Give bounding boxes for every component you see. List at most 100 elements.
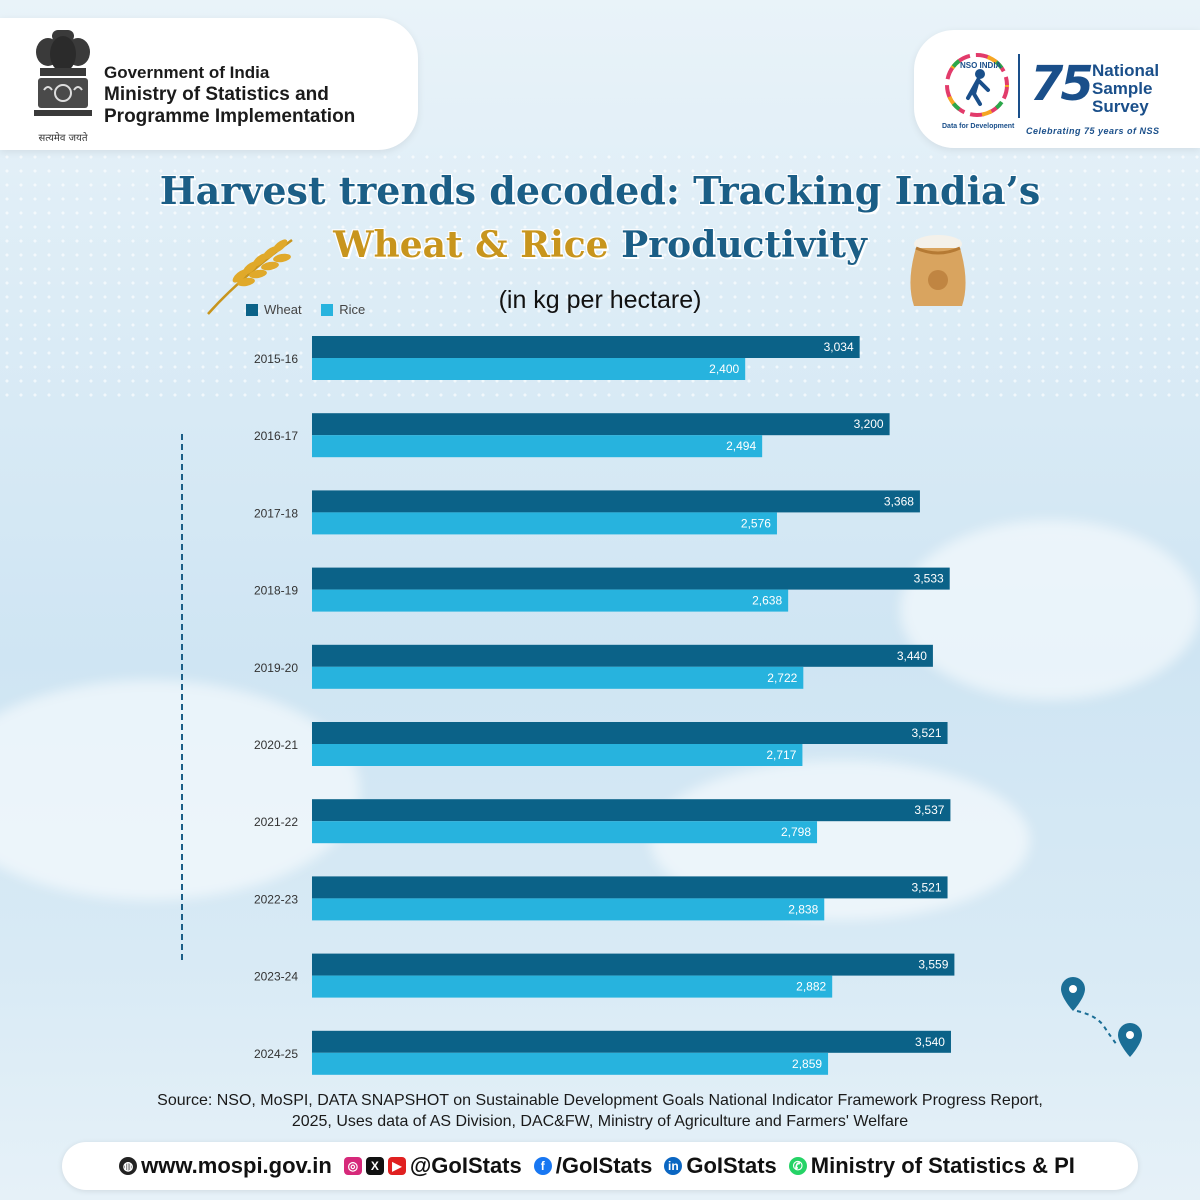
page-title-line2: Wheat & Rice Productivity: [0, 224, 1200, 266]
footer-social-bar: ◍ www.mospi.gov.in ◎ X ▶ @GoIStats f /Go…: [62, 1142, 1138, 1190]
nss-subtitle: Celebrating 75 years of NSS: [1026, 126, 1160, 136]
nso-tagline: Data for Development: [942, 123, 1015, 130]
category-label: 2017-18: [254, 506, 298, 520]
wheat-icon: [207, 238, 293, 315]
data-label-rice: 2,576: [741, 516, 771, 530]
nss-divider: [1018, 54, 1020, 118]
footer-linkedin[interactable]: in GoIStats: [664, 1153, 777, 1179]
x-twitter-icon[interactable]: X: [365, 1157, 384, 1175]
nss-logo-card: NSO INDIA Data for Development 75 Nation…: [914, 30, 1200, 148]
footer-social-handle[interactable]: ◎ X ▶ @GoIStats: [343, 1153, 522, 1179]
data-label-wheat: 3,540: [915, 1035, 945, 1049]
linkedin-handle[interactable]: GoIStats: [686, 1153, 777, 1178]
data-label-rice: 2,859: [792, 1057, 822, 1071]
title-amp: &: [475, 224, 508, 266]
data-label-rice: 2,798: [781, 825, 811, 839]
nso-label: NSO INDIA: [960, 61, 1002, 70]
website-link[interactable]: www.mospi.gov.in: [141, 1153, 332, 1178]
data-label-rice: 2,494: [726, 439, 756, 453]
gov-line2: Ministry of Statistics and: [104, 84, 329, 105]
bar-rice: [312, 1052, 829, 1075]
title-rice: Rice: [520, 224, 609, 266]
rice-sack-icon: [910, 235, 966, 306]
data-label-wheat: 3,521: [912, 880, 942, 894]
data-label-wheat: 3,537: [914, 803, 944, 817]
bar-wheat: [312, 336, 860, 358]
nso-india-logo-icon: NSO INDIA: [940, 48, 1014, 130]
social-handle[interactable]: @GoIStats: [409, 1153, 522, 1178]
nss-75-logo: 75: [1030, 56, 1094, 112]
decorative-dashed-line: [181, 434, 183, 960]
bar-wheat: [312, 490, 920, 513]
data-label-rice: 2,838: [788, 902, 818, 916]
category-label: 2024-25: [254, 1047, 298, 1061]
bar-rice: [312, 358, 746, 380]
data-label-wheat: 3,368: [884, 494, 914, 508]
legend-item-wheat: Wheat: [246, 302, 302, 317]
data-label-rice: 2,722: [767, 671, 797, 685]
bar-rice: [312, 898, 825, 921]
whatsapp-icon[interactable]: ✆: [788, 1157, 807, 1175]
category-label: 2021-22: [254, 815, 298, 829]
data-label-rice: 2,400: [709, 362, 739, 376]
source-line1: Source: NSO, MoSPI, DATA SNAPSHOT on Sus…: [157, 1092, 1043, 1109]
data-label-rice: 2,638: [752, 594, 782, 608]
category-label: 2018-19: [254, 584, 298, 598]
globe-icon: ◍: [119, 1157, 138, 1175]
location-pins-icon: [1061, 977, 1142, 1057]
bar-wheat: [312, 876, 948, 899]
legend-label-rice: Rice: [339, 302, 366, 317]
bar-rice: [312, 821, 818, 844]
footer-website[interactable]: ◍ www.mospi.gov.in: [119, 1153, 332, 1179]
page-title: Harvest trends decoded: Tracking India’s: [159, 168, 1041, 213]
facebook-handle[interactable]: /GoIStats: [555, 1153, 653, 1178]
cloud-decoration: [900, 520, 1200, 700]
category-label: 2016-17: [254, 429, 298, 443]
legend-item-rice: Rice: [321, 302, 365, 317]
title-productivity: Productivity: [621, 224, 867, 266]
legend-swatch-rice: [321, 303, 334, 316]
nss-title-line2: Sample: [1092, 79, 1153, 98]
whatsapp-label[interactable]: Ministry of Statistics & PI: [810, 1153, 1075, 1178]
youtube-icon[interactable]: ▶: [387, 1157, 406, 1175]
bar-wheat: [312, 799, 951, 822]
source-note: Source: NSO, MoSPI, DATA SNAPSHOT on Sus…: [60, 1090, 1140, 1132]
facebook-icon[interactable]: f: [533, 1157, 552, 1175]
gov-line3: Programme Implementation: [104, 106, 356, 127]
category-label: 2015-16: [254, 352, 298, 366]
category-label: 2019-20: [254, 661, 298, 675]
cloud-decoration: [0, 680, 360, 900]
national-emblem-icon: सत्यमेव जयते: [22, 24, 104, 144]
title-wheat: Wheat: [333, 224, 463, 266]
bar-wheat: [312, 722, 948, 744]
bar-rice: [312, 435, 763, 458]
data-label-wheat: 3,200: [854, 417, 884, 431]
category-label: 2022-23: [254, 892, 298, 906]
gov-line1: Government of India: [104, 63, 270, 82]
legend-swatch-wheat: [246, 303, 258, 316]
data-label-wheat: 3,533: [914, 572, 944, 586]
data-label-wheat: 3,559: [918, 958, 948, 972]
data-label-wheat: 3,440: [897, 649, 927, 663]
bar-rice: [312, 975, 833, 998]
data-label-wheat: 3,521: [912, 726, 942, 740]
chart-legend: Wheat Rice: [246, 302, 381, 319]
chart-unit-subtitle: (in kg per hectare): [498, 286, 702, 314]
nss-title: National Sample Survey: [1092, 62, 1159, 116]
category-label: 2023-24: [254, 970, 298, 984]
footer-facebook[interactable]: f /GoIStats: [533, 1153, 653, 1179]
bar-rice: [312, 744, 803, 766]
bar-wheat: [312, 644, 933, 667]
data-label-wheat: 3,034: [824, 340, 854, 354]
ministry-name: Government of India Ministry of Statisti…: [104, 62, 355, 128]
data-label-rice: 2,717: [766, 748, 796, 762]
linkedin-icon[interactable]: in: [664, 1157, 683, 1175]
category-label: 2020-21: [254, 738, 298, 752]
bar-chart: 2015-16 3,034 2,400 2016-17 3,200 2,494 2017-1…: [254, 336, 955, 1075]
footer-whatsapp[interactable]: ✆ Ministry of Statistics & PI: [788, 1153, 1075, 1179]
nss-title-line3: Survey: [1092, 97, 1149, 116]
instagram-icon[interactable]: ◎: [343, 1157, 362, 1175]
emblem-motto: सत्यमेव जयते: [38, 133, 88, 144]
legend-label-wheat: Wheat: [264, 302, 302, 317]
bar-rice: [312, 589, 789, 612]
